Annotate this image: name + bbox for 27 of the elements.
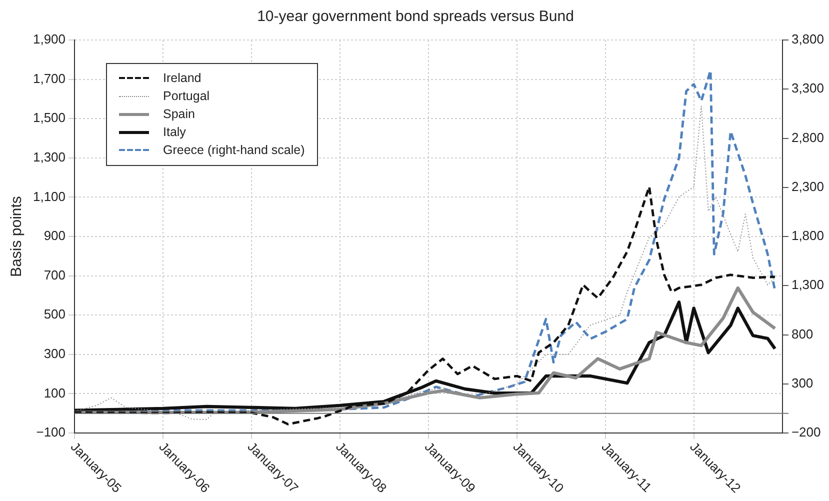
y2-tick-label: 800 [791,326,814,342]
y2-tick-label: 2,800 [791,130,824,145]
y2-tick-label: 3,300 [791,80,824,96]
legend-label: Greece (right-hand scale) [163,143,305,157]
y-tick-label: 1,300 [32,149,66,164]
y-tick-label: 300 [44,346,66,361]
chart-title: 10-year government bond spreads versus Bund [257,8,574,26]
y-tick-label: 1,900 [32,32,66,47]
legend-label: Portugal [163,89,210,103]
y-axis-title: Basis points [8,196,26,277]
y-tick-label: 500 [44,306,66,322]
y2-tick-label: −200 [791,424,821,440]
y-tick-label: 1,500 [32,110,66,126]
y2-tick-label: 3,800 [791,32,824,47]
legend-label: Ireland [163,71,202,85]
y2-tick-label: 1,300 [791,277,824,292]
y2-tick-label: 300 [791,375,814,390]
y-tick-label: 700 [44,267,66,282]
legend-label: Spain [163,107,195,121]
y-tick-label: 900 [44,228,66,244]
y-tick-label: −100 [36,424,66,440]
y-tick-label: 1,100 [32,188,66,204]
y2-tick-label: 2,300 [791,178,824,194]
y-tick-label: 100 [44,385,66,400]
y2-tick-label: 1,800 [791,228,824,244]
legend-label: Italy [163,125,186,139]
y-tick-label: 1,700 [32,70,66,86]
